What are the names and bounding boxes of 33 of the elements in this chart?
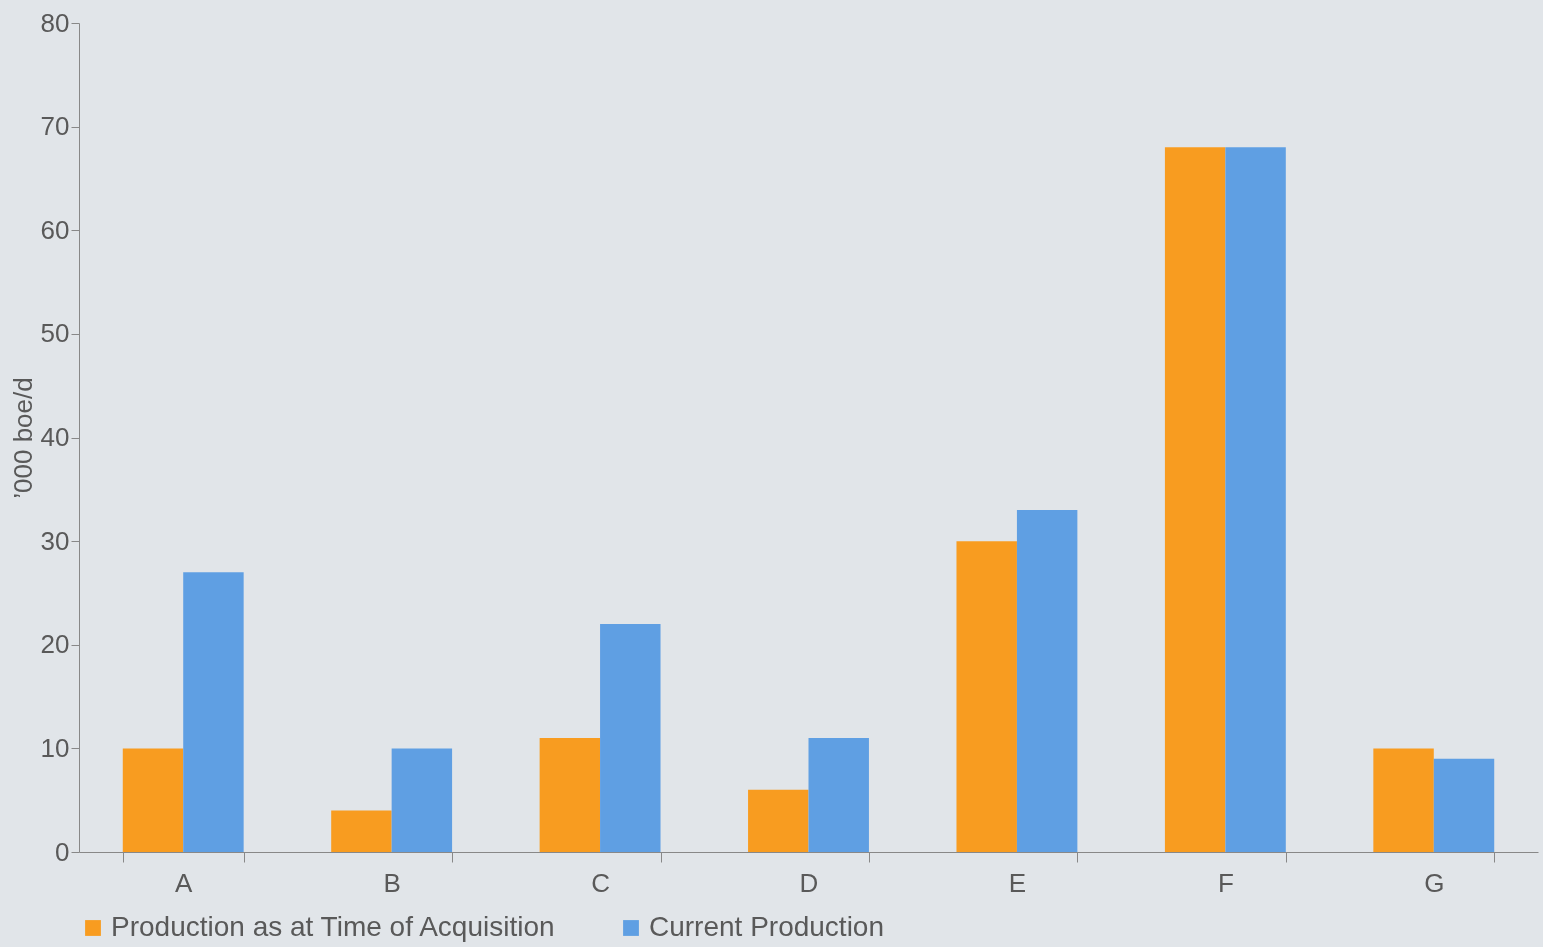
bar — [539, 738, 601, 852]
bar — [331, 810, 392, 852]
y-tick-label: 80 — [40, 7, 70, 38]
y-tick-label: 70 — [40, 111, 70, 142]
y-tick-label: 0 — [55, 836, 70, 867]
x-tick-label: E — [1008, 867, 1027, 898]
y-axis-title: ’000 boe/d — [7, 377, 38, 499]
bar — [748, 789, 809, 852]
x-tick-label: C — [591, 867, 610, 898]
bar — [1373, 748, 1434, 852]
bar — [600, 624, 661, 852]
bar — [122, 748, 184, 852]
bar — [183, 572, 244, 852]
legend-label: Production as at Time of Acquisition — [111, 911, 555, 942]
y-tick-label: 50 — [40, 318, 70, 349]
bar — [1016, 510, 1078, 852]
bar — [1225, 147, 1286, 852]
legend-label: Current Production — [649, 911, 885, 942]
bar — [1433, 758, 1495, 852]
bar — [1164, 147, 1226, 852]
y-tick-label: 10 — [40, 732, 70, 763]
x-tick-label: G — [1424, 867, 1445, 898]
x-tick-label: F — [1217, 867, 1234, 898]
y-tick-label: 30 — [40, 525, 70, 556]
y-tick-label: 60 — [40, 214, 70, 245]
y-tick-label: 40 — [40, 422, 70, 452]
bar — [956, 541, 1017, 852]
bar — [391, 748, 453, 852]
x-tick-label: D — [799, 867, 819, 898]
bar — [808, 738, 869, 852]
x-tick-label: B — [383, 867, 401, 898]
x-tick-label: A — [175, 867, 194, 898]
y-tick-label: 20 — [40, 629, 70, 660]
